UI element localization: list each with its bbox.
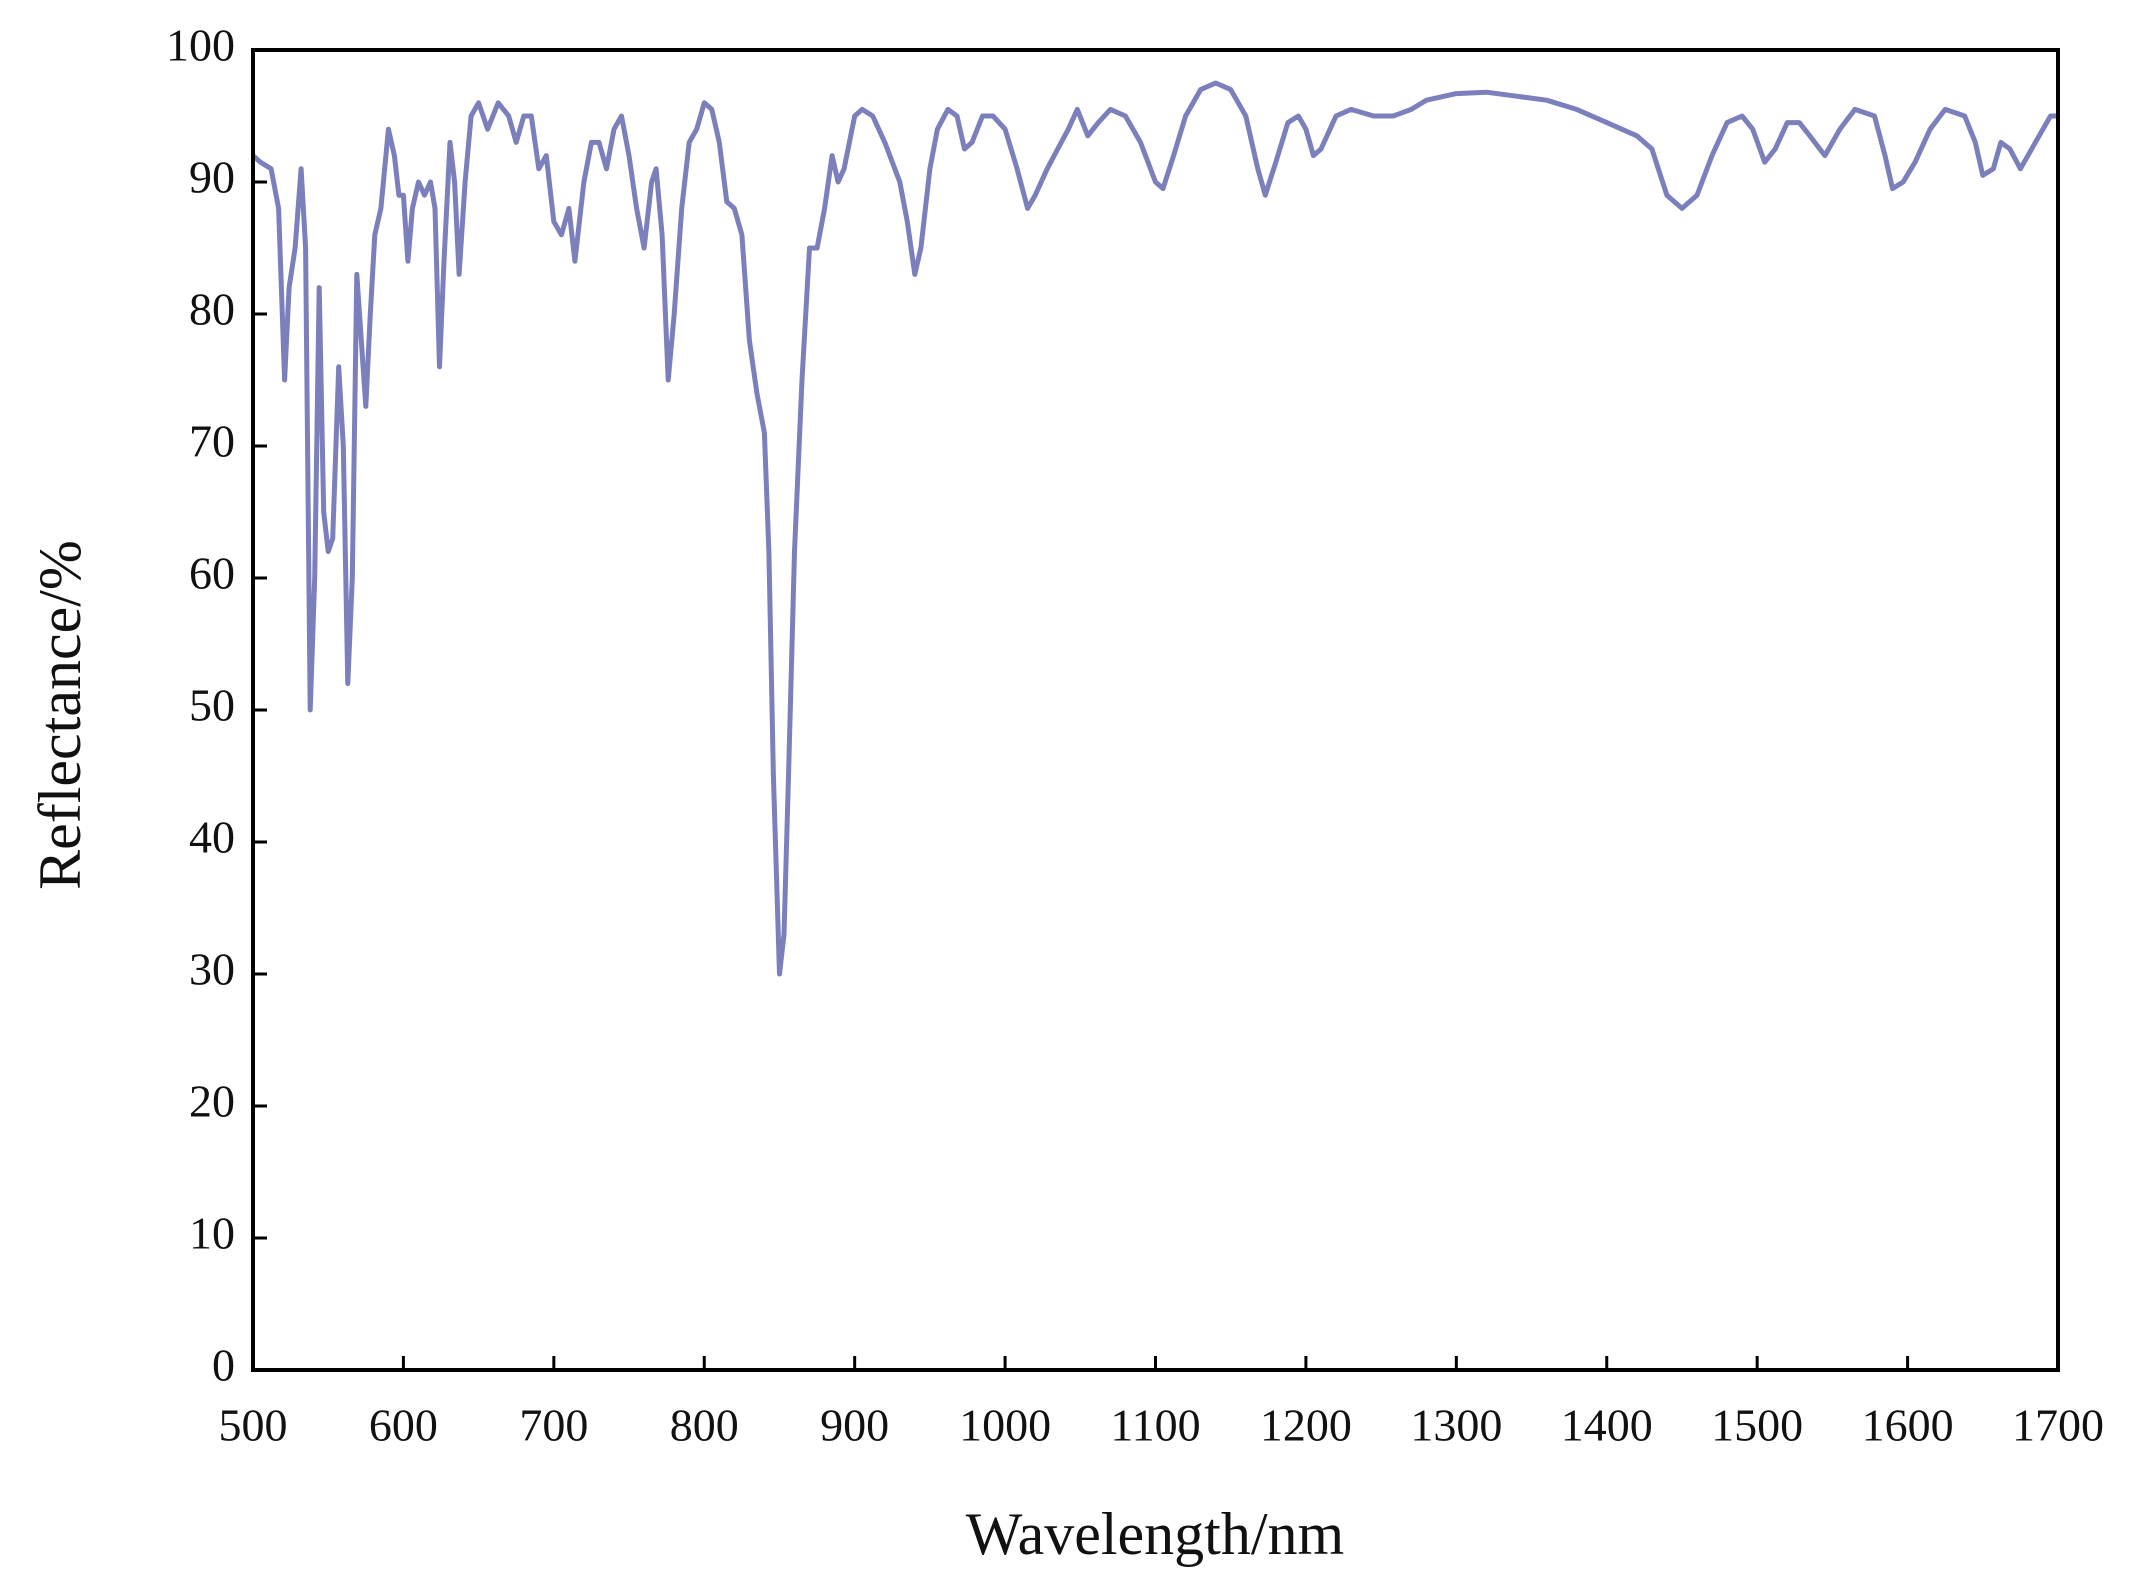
x-tick-label: 1100 [1110, 1400, 1200, 1451]
x-axis-title: Wavelength/nm [966, 1501, 1344, 1567]
y-tick-label: 100 [166, 20, 235, 71]
x-tick-label: 1200 [1260, 1400, 1352, 1451]
x-tick-label: 1500 [1711, 1400, 1803, 1451]
spectrum-line [251, 80, 2058, 977]
x-tick-label: 700 [519, 1400, 588, 1451]
plot-frame [251, 48, 2060, 1372]
x-tick-label: 1300 [1410, 1400, 1502, 1451]
y-tick-label: 50 [189, 680, 235, 731]
y-tick-label: 10 [189, 1208, 235, 1259]
x-tick-label: 1000 [959, 1400, 1051, 1451]
y-tick-label: 20 [189, 1076, 235, 1127]
y-tick-label: 80 [189, 284, 235, 335]
x-tick-label: 500 [219, 1400, 288, 1451]
y-tick-label: 40 [189, 812, 235, 863]
x-tick-label: 900 [820, 1400, 889, 1451]
y-tick-label: 90 [189, 152, 235, 203]
y-tick-label: 30 [189, 944, 235, 995]
x-tick-label: 1400 [1561, 1400, 1653, 1451]
x-tick-label: 1600 [1862, 1400, 1954, 1451]
x-tick-label: 600 [369, 1400, 438, 1451]
x-tick-label: 1700 [2012, 1400, 2104, 1451]
y-tick-label: 70 [189, 416, 235, 467]
y-tick-label: 60 [189, 548, 235, 599]
y-axis-title: Reflectance/% [27, 540, 93, 890]
x-tick-label: 800 [670, 1400, 739, 1451]
y-tick-label: 0 [212, 1340, 235, 1391]
